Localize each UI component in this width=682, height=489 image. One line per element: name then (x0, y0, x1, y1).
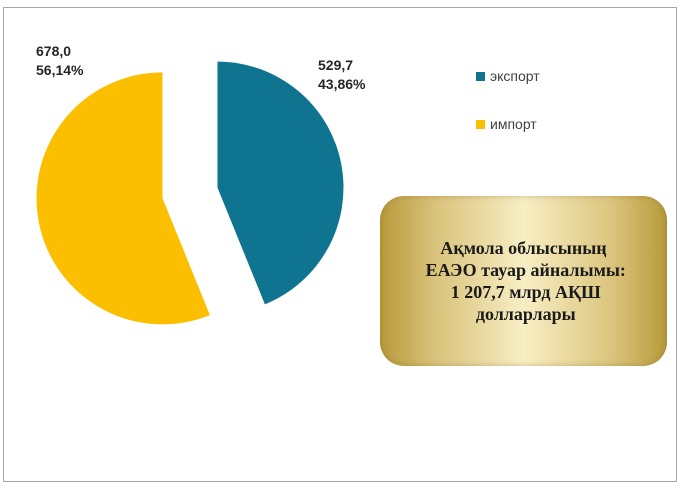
legend-swatch-export (476, 71, 485, 81)
info-box: Ақмола облысының ЕАЭО тауар айналымы: 1 … (380, 196, 667, 366)
export-percent-label: 43,86% (318, 76, 366, 92)
legend-label-export: экспорт (490, 68, 540, 84)
import-percent-label: 56,14% (36, 62, 84, 78)
export-value-label: 529,7 (318, 57, 354, 73)
chart-legend: экспорт импорт (476, 66, 540, 162)
pie-slice-import (36, 72, 210, 325)
legend-label-import: импорт (490, 116, 537, 132)
legend-item-import: импорт (476, 114, 540, 134)
data-label-export: 529,7 43,86% (318, 56, 365, 94)
legend-swatch-import (476, 119, 485, 129)
info-box-text: Ақмола облысының ЕАЭО тауар айналымы: 1 … (425, 238, 626, 324)
legend-item-export: экспорт (476, 66, 540, 86)
pie-slice-export (217, 61, 344, 305)
data-label-import: 678,0 56,14% (36, 42, 83, 80)
import-value-label: 678,0 (36, 43, 72, 59)
